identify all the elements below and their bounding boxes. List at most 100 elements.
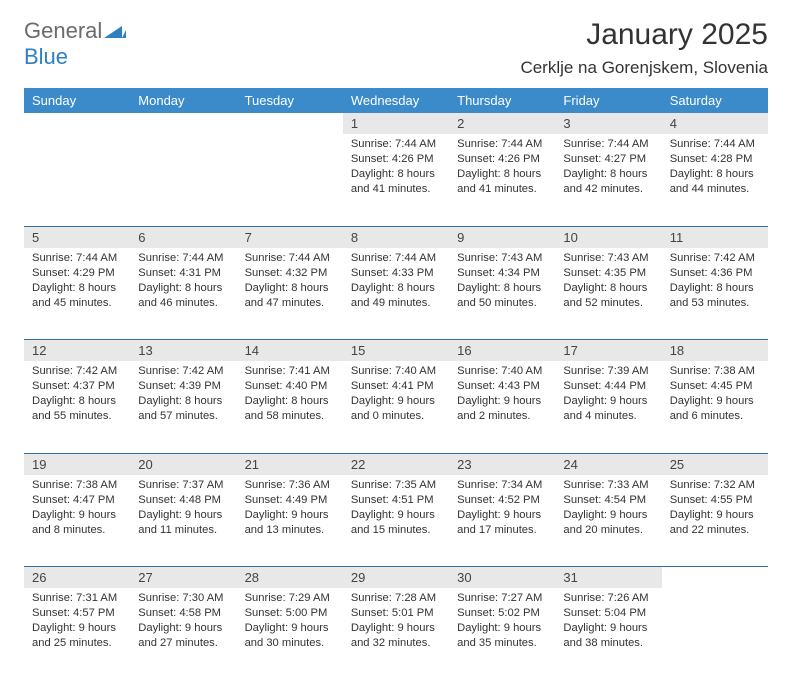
day-header-row: Sunday Monday Tuesday Wednesday Thursday… <box>24 88 768 113</box>
sunset-text: Sunset: 4:27 PM <box>563 152 653 167</box>
day-cell-body: Sunrise: 7:44 AMSunset: 4:27 PMDaylight:… <box>555 134 661 203</box>
calendar-page: General Blue January 2025 Cerklje na Gor… <box>0 0 792 698</box>
daylight-line2: and 27 minutes. <box>138 636 228 651</box>
daylight-line1: Daylight: 8 hours <box>245 281 335 296</box>
day-number: 29 <box>351 570 365 585</box>
sunset-text: Sunset: 4:36 PM <box>670 266 760 281</box>
day-number-row: 12131415161718 <box>24 340 768 362</box>
daylight-line1: Daylight: 9 hours <box>351 394 441 409</box>
daylight-line1: Daylight: 8 hours <box>32 394 122 409</box>
day-number: 26 <box>32 570 46 585</box>
day-number-cell: 20 <box>130 453 236 475</box>
sunrise-text: Sunrise: 7:40 AM <box>457 364 547 379</box>
day-header: Saturday <box>662 88 768 113</box>
daylight-line1: Daylight: 9 hours <box>670 508 760 523</box>
day-number-row: 567891011 <box>24 226 768 248</box>
daylight-line1: Daylight: 8 hours <box>670 167 760 182</box>
day-cell-body: Sunrise: 7:44 AMSunset: 4:32 PMDaylight:… <box>237 248 343 317</box>
daylight-line2: and 32 minutes. <box>351 636 441 651</box>
sunrise-text: Sunrise: 7:34 AM <box>457 478 547 493</box>
day-number: 15 <box>351 343 365 358</box>
location-label: Cerklje na Gorenjskem, Slovenia <box>520 58 768 78</box>
sunrise-text: Sunrise: 7:37 AM <box>138 478 228 493</box>
sunset-text: Sunset: 4:51 PM <box>351 493 441 508</box>
sunset-text: Sunset: 5:00 PM <box>245 606 335 621</box>
day-number: 7 <box>245 230 252 245</box>
day-cell: Sunrise: 7:26 AMSunset: 5:04 PMDaylight:… <box>555 588 661 680</box>
day-number: 28 <box>245 570 259 585</box>
daylight-line1: Daylight: 8 hours <box>457 281 547 296</box>
day-cell-body: Sunrise: 7:36 AMSunset: 4:49 PMDaylight:… <box>237 475 343 544</box>
day-number-cell: 23 <box>449 453 555 475</box>
logo-word-general: General <box>24 18 102 43</box>
day-cell: Sunrise: 7:43 AMSunset: 4:35 PMDaylight:… <box>555 248 661 340</box>
sunset-text: Sunset: 5:01 PM <box>351 606 441 621</box>
day-number-cell: 13 <box>130 340 236 362</box>
daylight-line2: and 2 minutes. <box>457 409 547 424</box>
logo-triangle-icon <box>104 18 126 44</box>
daylight-line2: and 41 minutes. <box>457 182 547 197</box>
day-number-cell: 27 <box>130 567 236 589</box>
sunrise-text: Sunrise: 7:42 AM <box>670 251 760 266</box>
daylight-line1: Daylight: 9 hours <box>457 394 547 409</box>
day-cell-body: Sunrise: 7:38 AMSunset: 4:45 PMDaylight:… <box>662 361 768 430</box>
day-number: 10 <box>563 230 577 245</box>
daylight-line2: and 38 minutes. <box>563 636 653 651</box>
day-number-cell: 18 <box>662 340 768 362</box>
sunrise-text: Sunrise: 7:41 AM <box>245 364 335 379</box>
sunset-text: Sunset: 4:26 PM <box>457 152 547 167</box>
sunset-text: Sunset: 4:47 PM <box>32 493 122 508</box>
day-number: 13 <box>138 343 152 358</box>
day-cell: Sunrise: 7:28 AMSunset: 5:01 PMDaylight:… <box>343 588 449 680</box>
day-cell: Sunrise: 7:44 AMSunset: 4:28 PMDaylight:… <box>662 134 768 226</box>
daylight-line2: and 8 minutes. <box>32 523 122 538</box>
sunset-text: Sunset: 4:54 PM <box>563 493 653 508</box>
day-cell-body: Sunrise: 7:31 AMSunset: 4:57 PMDaylight:… <box>24 588 130 657</box>
day-number-cell: 26 <box>24 567 130 589</box>
sunrise-text: Sunrise: 7:44 AM <box>138 251 228 266</box>
daylight-line2: and 4 minutes. <box>563 409 653 424</box>
day-number-cell: 10 <box>555 226 661 248</box>
month-title: January 2025 <box>520 18 768 52</box>
day-cell: Sunrise: 7:34 AMSunset: 4:52 PMDaylight:… <box>449 475 555 567</box>
day-number: 6 <box>138 230 145 245</box>
daylight-line1: Daylight: 8 hours <box>351 281 441 296</box>
day-number: 22 <box>351 457 365 472</box>
day-cell: Sunrise: 7:40 AMSunset: 4:43 PMDaylight:… <box>449 361 555 453</box>
daylight-line1: Daylight: 8 hours <box>351 167 441 182</box>
day-number: 2 <box>457 116 464 131</box>
sunrise-text: Sunrise: 7:38 AM <box>670 364 760 379</box>
day-cell: Sunrise: 7:44 AMSunset: 4:29 PMDaylight:… <box>24 248 130 340</box>
sunset-text: Sunset: 4:35 PM <box>563 266 653 281</box>
sunset-text: Sunset: 5:02 PM <box>457 606 547 621</box>
day-cell-body: Sunrise: 7:43 AMSunset: 4:34 PMDaylight:… <box>449 248 555 317</box>
day-cell-body: Sunrise: 7:44 AMSunset: 4:31 PMDaylight:… <box>130 248 236 317</box>
daylight-line1: Daylight: 8 hours <box>670 281 760 296</box>
day-cell: Sunrise: 7:37 AMSunset: 4:48 PMDaylight:… <box>130 475 236 567</box>
daylight-line2: and 20 minutes. <box>563 523 653 538</box>
day-number: 1 <box>351 116 358 131</box>
day-number: 8 <box>351 230 358 245</box>
sunset-text: Sunset: 4:43 PM <box>457 379 547 394</box>
day-number-cell: 3 <box>555 113 661 134</box>
daylight-line2: and 47 minutes. <box>245 296 335 311</box>
sunset-text: Sunset: 4:29 PM <box>32 266 122 281</box>
day-number-cell <box>24 113 130 134</box>
daylight-line2: and 15 minutes. <box>351 523 441 538</box>
day-number: 24 <box>563 457 577 472</box>
sunrise-text: Sunrise: 7:32 AM <box>670 478 760 493</box>
daylight-line2: and 35 minutes. <box>457 636 547 651</box>
day-number-cell: 14 <box>237 340 343 362</box>
daylight-line1: Daylight: 8 hours <box>563 167 653 182</box>
daylight-line1: Daylight: 9 hours <box>138 621 228 636</box>
daylight-line1: Daylight: 9 hours <box>32 621 122 636</box>
day-cell-body: Sunrise: 7:44 AMSunset: 4:26 PMDaylight:… <box>343 134 449 203</box>
daylight-line2: and 52 minutes. <box>563 296 653 311</box>
sunrise-text: Sunrise: 7:43 AM <box>457 251 547 266</box>
sunrise-text: Sunrise: 7:42 AM <box>138 364 228 379</box>
day-cell: Sunrise: 7:43 AMSunset: 4:34 PMDaylight:… <box>449 248 555 340</box>
day-number: 19 <box>32 457 46 472</box>
day-cell: Sunrise: 7:42 AMSunset: 4:39 PMDaylight:… <box>130 361 236 453</box>
day-cell: Sunrise: 7:35 AMSunset: 4:51 PMDaylight:… <box>343 475 449 567</box>
sunrise-text: Sunrise: 7:43 AM <box>563 251 653 266</box>
